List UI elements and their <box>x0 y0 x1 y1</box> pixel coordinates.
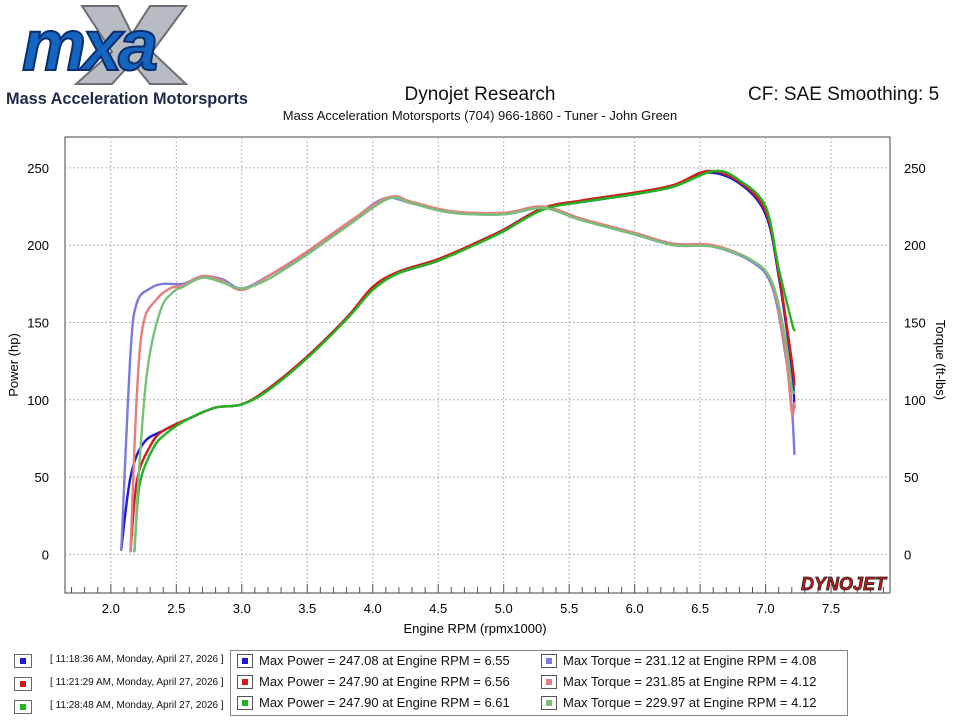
run-1-power-swatch <box>237 654 253 668</box>
run-2-timestamp: [ 11:21:29 AM, Monday, April 27, 2026 ] <box>50 677 224 688</box>
x-axis-label: Engine RPM (rpmx1000) <box>403 621 546 636</box>
y-right-tick-label-2: 100 <box>904 393 926 408</box>
run-3-select-box[interactable] <box>14 700 32 714</box>
x-tick-label-10: 7.0 <box>757 601 775 616</box>
run-3-torque-swatch <box>541 696 557 710</box>
x-tick-label-11: 7.5 <box>822 601 840 616</box>
mxa-logo: mxa Mass Acceleration Motorsports <box>6 5 248 108</box>
y-axis-label-right: Torque (ft-lbs) <box>933 320 948 400</box>
run-1-timestamp: [ 11:18:36 AM, Monday, April 27, 2026 ] <box>50 654 224 665</box>
run-3-max-torque: Max Torque = 229.97 at Engine RPM = 4.12 <box>563 695 817 710</box>
run-1-select-box[interactable] <box>14 654 32 668</box>
run-2-color-swatch <box>20 681 26 687</box>
run-1-max-torque: Max Torque = 231.12 at Engine RPM = 4.08 <box>563 653 817 668</box>
y-right-tick-label-5: 250 <box>904 161 926 176</box>
y-right-tick-label-3: 150 <box>904 315 926 330</box>
x-tick-label-7: 5.5 <box>560 601 578 616</box>
x-tick-label-3: 3.5 <box>298 601 316 616</box>
y-left-tick-label-1: 50 <box>35 470 49 485</box>
x-tick-label-8: 6.0 <box>626 601 644 616</box>
y-left-tick-label-4: 200 <box>27 238 49 253</box>
run-2-max-torque: Max Torque = 231.85 at Engine RPM = 4.12 <box>563 674 817 689</box>
y-left-tick-label-2: 100 <box>27 393 49 408</box>
grid-lines <box>65 137 890 593</box>
x-tick-label-9: 6.5 <box>691 601 709 616</box>
y-right-tick-label-0: 0 <box>904 547 911 562</box>
dyno-chart: 2.0 2.5 3.0 3.5 4.0 4.5 5.0 5.5 6.0 6.5 7.0 7.5 0 0 50… <box>6 136 948 636</box>
run-3-power-swatch <box>237 696 253 710</box>
run-1-color-swatch <box>20 658 26 664</box>
dynojet-watermark: DYNOJET <box>801 574 888 594</box>
run-1-torque-swatch <box>541 654 557 668</box>
x-tick-label-4: 4.0 <box>364 601 382 616</box>
y-axis-label-left: Power (hp) <box>6 333 21 397</box>
y-left-tick-label-0: 0 <box>42 547 49 562</box>
run-3-max-power: Max Power = 247.90 at Engine RPM = 6.61 <box>259 695 510 710</box>
run-2-select-box[interactable] <box>14 677 32 691</box>
run-1-max-power: Max Power = 247.08 at Engine RPM = 6.55 <box>259 653 510 668</box>
axis-labels: 2.0 2.5 3.0 3.5 4.0 4.5 5.0 5.5 6.0 6.5 7.0 7.5 0 0 50… <box>27 161 925 616</box>
x-tick-label-1: 2.5 <box>167 601 185 616</box>
minor-ticks <box>71 584 884 593</box>
x-tick-label-5: 4.5 <box>429 601 447 616</box>
x-tick-label-6: 5.0 <box>495 601 513 616</box>
legend: [ 11:18:36 AM, Monday, April 27, 2026 ] … <box>0 644 960 720</box>
run-3-color-swatch <box>20 704 26 710</box>
x-tick-label-0: 2.0 <box>102 601 120 616</box>
chart-subtitle: Mass Acceleration Motorsports (704) 966-… <box>282 108 678 123</box>
correction-factor-label: CF: SAE Smoothing: 5 <box>748 84 940 105</box>
series-line-5 <box>133 169 796 553</box>
y-right-tick-label-4: 200 <box>904 238 926 253</box>
y-left-tick-label-5: 250 <box>27 161 49 176</box>
chart-title: Dynojet Research <box>404 84 556 105</box>
run-2-torque-swatch <box>541 675 557 689</box>
run-2-max-power: Max Power = 247.90 at Engine RPM = 6.56 <box>259 674 510 689</box>
legend-max-values: Max Power = 247.08 at Engine RPM = 6.55 … <box>230 650 848 716</box>
logo-x-mark <box>73 5 189 85</box>
run-2-power-swatch <box>237 675 253 689</box>
x-tick-label-2: 3.0 <box>233 601 251 616</box>
series-lines <box>120 169 796 553</box>
logo-mark-text: mxa <box>22 6 156 86</box>
logo-company-name: Mass Acceleration Motorsports <box>6 89 248 108</box>
y-right-tick-label-1: 50 <box>904 470 918 485</box>
series-line-6 <box>133 196 796 553</box>
run-3-timestamp: [ 11:28:48 AM, Monday, April 27, 2026 ] <box>50 700 224 711</box>
y-left-tick-label-3: 150 <box>27 315 49 330</box>
